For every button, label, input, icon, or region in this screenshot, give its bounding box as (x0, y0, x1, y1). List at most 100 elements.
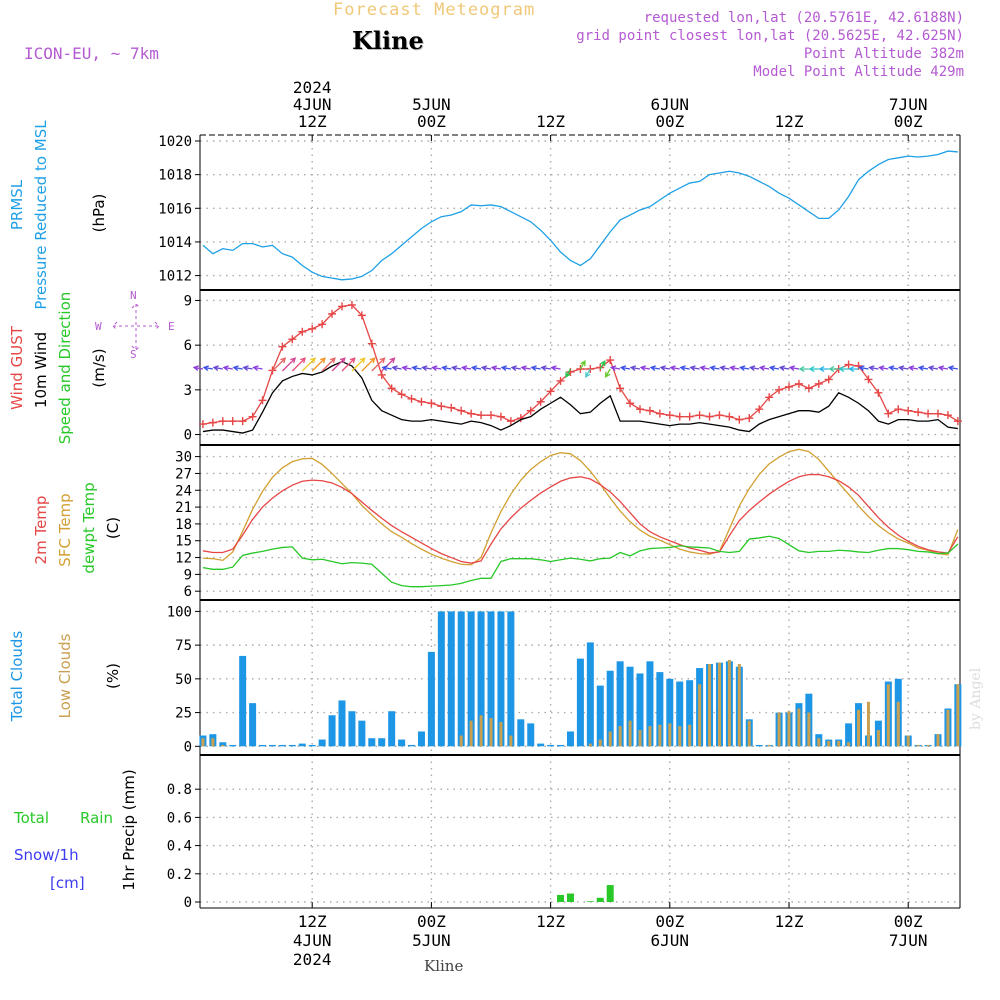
gust-marker (318, 320, 327, 329)
temp-2m-line (202, 473, 959, 564)
total-cloud-bar (408, 744, 416, 747)
wind-direction-arrow (609, 365, 621, 372)
gust-marker (278, 342, 287, 351)
gust-marker (288, 335, 297, 344)
low-cloud-bar (737, 664, 741, 747)
wind-direction-arrow (605, 368, 611, 378)
pressure-label-2: Pressure Reduced to MSL (32, 120, 50, 310)
time-label-top: 2024 (293, 78, 332, 97)
gust-marker (814, 379, 823, 388)
y-tick-label: 1018 (158, 168, 192, 184)
wind-direction-arrow (212, 365, 223, 372)
wind-direction-label: Speed and Direction (56, 292, 74, 445)
precip-bar (596, 897, 604, 902)
wind-direction-arrow (878, 365, 889, 372)
total-cloud-bar (427, 651, 435, 747)
precip-bar (566, 893, 574, 902)
low-cloud-bar (678, 726, 682, 747)
wind-direction-arrow (371, 357, 386, 372)
y-tick-label: 27 (175, 466, 192, 482)
gust-marker (953, 417, 962, 426)
total-cloud-bar (656, 672, 664, 747)
low-cloud-bar (658, 724, 662, 747)
gust-marker (487, 411, 495, 420)
y-tick-label: 15 (175, 534, 192, 550)
gust-marker (844, 360, 853, 369)
pressure-line (202, 150, 958, 281)
gust-marker (794, 379, 803, 388)
time-label-top: 5JUN (412, 95, 451, 114)
gust-marker (467, 409, 476, 418)
y-tick-label: 0.4 (167, 839, 192, 855)
wind-label: 10m Wind (32, 332, 50, 408)
gust-marker (506, 417, 515, 426)
y-tick-label: 25 (175, 706, 192, 722)
y-tick-label: 0.6 (167, 810, 192, 826)
wind-direction-arrow (917, 365, 929, 372)
y-tick-label: 0.8 (167, 782, 192, 798)
gust-marker (695, 411, 704, 420)
wind-direction-arrow (898, 365, 909, 372)
compass-icon (112, 303, 160, 351)
total-cloud-bar (616, 661, 624, 747)
total-cloud-bar (358, 720, 366, 747)
y-tick-label: 1016 (158, 201, 192, 217)
gust-marker (735, 415, 744, 424)
y-tick-label: 0 (184, 428, 192, 444)
wind-direction-arrow (579, 360, 586, 370)
low-cloud-bar (598, 739, 602, 747)
total-cloud-bar (229, 744, 237, 747)
gust-marker (884, 409, 893, 418)
wind-direction-arrow (679, 365, 690, 372)
total-clouds-label: Total Clouds (8, 631, 26, 723)
y-tick-label: 100 (167, 604, 192, 620)
wind-direction-arrow (907, 365, 919, 372)
y-tick-label: 0 (184, 739, 192, 755)
low-cloud-bar (469, 720, 473, 747)
y-tick-label: 1012 (158, 269, 192, 285)
total-cloud-bar (437, 611, 445, 747)
wind-direction-arrow (669, 365, 680, 372)
total-cloud-bar (308, 744, 316, 747)
precip-unit: 1hr Precip (mm) (120, 769, 138, 890)
wind-direction-arrow (629, 365, 641, 372)
time-label-bottom: 4JUN (293, 931, 332, 950)
time-label-top: 12Z (536, 112, 565, 131)
gust-marker (755, 405, 764, 414)
total-cloud-bar (288, 744, 296, 747)
wind-direction-arrow (540, 365, 551, 372)
time-label-top: 7JUN (889, 95, 928, 114)
location-title: Kline (352, 26, 424, 55)
wind-direction-arrow (699, 365, 710, 372)
total-cloud-bar (537, 743, 545, 747)
wind-direction-arrow (659, 365, 670, 372)
footer-location: Kline (424, 957, 464, 975)
wind-direction-arrow (888, 365, 899, 372)
time-label-bottom: 12Z (298, 912, 327, 931)
time-label-top: 00Z (655, 112, 684, 131)
low-cloud-bar (916, 744, 920, 747)
low-cloud-bar (747, 720, 751, 747)
y-tick-label: 9 (184, 293, 192, 309)
time-label-bottom: 5JUN (412, 931, 451, 950)
snow-label: Snow/1h (14, 846, 79, 864)
compass-n: N (130, 289, 137, 302)
gust-marker (496, 412, 505, 421)
wind-direction-arrow (585, 368, 591, 378)
gust-marker (705, 412, 714, 421)
gust-marker (437, 402, 446, 411)
time-label-top: 00Z (894, 112, 923, 131)
wind-direction-arrow (649, 365, 660, 372)
low-cloud-bar (638, 730, 642, 747)
total-cloud-bar (477, 611, 485, 747)
gust-marker (914, 408, 923, 417)
gust-marker (447, 403, 456, 412)
total-cloud-bar (676, 681, 684, 747)
low-cloud-bar (767, 744, 771, 747)
wind-direction-arrow (768, 365, 780, 372)
time-label-bottom: 00Z (417, 912, 446, 931)
wind-speed-line (202, 360, 958, 434)
total-cloud-bar (606, 670, 614, 747)
wind-direction-arrow (331, 357, 346, 372)
